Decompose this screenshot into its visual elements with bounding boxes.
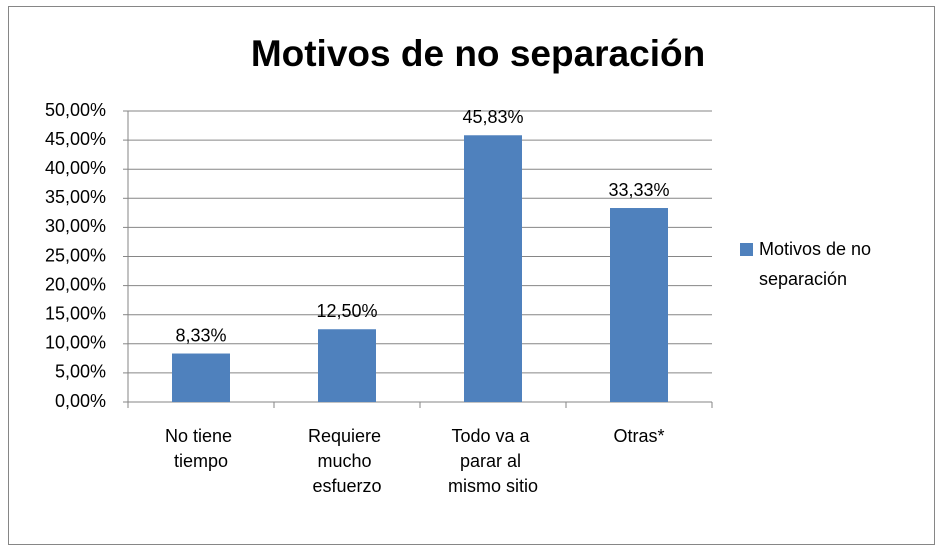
y-tick-label: 30,00%: [45, 216, 106, 236]
legend-swatch: [740, 243, 753, 256]
y-tick-label: 15,00%: [45, 303, 106, 323]
y-tick-label: 25,00%: [45, 245, 106, 265]
y-tick-label: 50,00%: [45, 100, 106, 120]
y-tick-label: 40,00%: [45, 158, 106, 178]
legend-label: Motivos de no separación: [759, 239, 876, 289]
x-tick-label: Otras*: [613, 426, 664, 446]
bar: [610, 208, 668, 402]
x-tick-label: Todo va a parar al mismo sitio: [448, 426, 538, 496]
chart-title: Motivos de no separación: [251, 33, 705, 74]
data-label: 8,33%: [175, 325, 226, 345]
bar: [318, 329, 376, 402]
bar: [464, 135, 522, 402]
x-tick-label: No tiene tiempo: [165, 426, 237, 471]
x-tick-label: Requiere mucho esfuerzo: [308, 426, 386, 496]
y-tick-label: 45,00%: [45, 129, 106, 149]
y-tick-label: 0,00%: [55, 391, 106, 411]
data-label: 45,83%: [462, 107, 523, 127]
data-label: 33,33%: [608, 180, 669, 200]
y-tick-label: 35,00%: [45, 187, 106, 207]
y-tick-label: 5,00%: [55, 362, 106, 382]
data-label: 12,50%: [316, 301, 377, 321]
y-tick-label: 20,00%: [45, 274, 106, 294]
y-tick-label: 10,00%: [45, 333, 106, 353]
bar: [172, 353, 230, 402]
